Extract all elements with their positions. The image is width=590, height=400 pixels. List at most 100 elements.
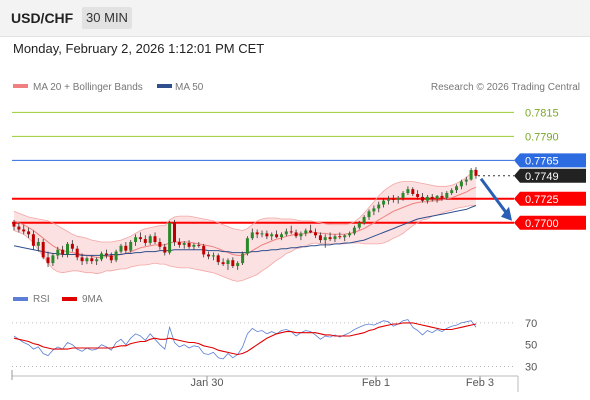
candle-body (27, 231, 31, 235)
candle (114, 249, 118, 263)
candle-body (192, 244, 196, 247)
candle (168, 220, 172, 255)
price-level-label: 0.7700 (525, 218, 559, 230)
chart-datetime: Monday, February 2, 2026 1:12:01 PM CET (13, 41, 265, 56)
candle-body (265, 233, 269, 237)
candle (153, 232, 157, 244)
candle (323, 234, 327, 248)
candle (70, 240, 74, 252)
candle-body (391, 198, 395, 200)
candle (66, 242, 69, 258)
candle-body (459, 181, 463, 187)
ma50-line (13, 205, 477, 256)
forecast-arrow-head (501, 206, 512, 221)
candle-body (66, 243, 69, 255)
candle (411, 187, 415, 196)
candle-body (421, 196, 424, 201)
candle-body (318, 235, 322, 241)
candle-body (348, 233, 352, 236)
timeframe-button[interactable]: 30 MIN (82, 7, 132, 29)
candle-body (304, 230, 308, 234)
price-level-label: 0.7725 (525, 194, 559, 206)
candle-body (260, 233, 264, 235)
moving-averages (13, 168, 477, 282)
candle-body (17, 226, 21, 230)
candle-body (236, 263, 240, 266)
candle (75, 245, 79, 261)
candle (450, 188, 454, 195)
candle (275, 230, 279, 239)
candle (348, 231, 352, 238)
price-level-label: 0.7749 (525, 171, 559, 183)
candle-body (464, 179, 468, 182)
candle (396, 195, 400, 204)
ma20-line (13, 186, 477, 258)
candle (382, 197, 386, 208)
rsi-legend-swatch (13, 297, 28, 301)
candle-body (284, 231, 288, 235)
candle (440, 192, 444, 201)
candle (17, 222, 21, 233)
rsi-legend-label: RSI (33, 294, 50, 305)
candle (260, 230, 264, 238)
candle (211, 252, 215, 261)
price-level-label: 0.7765 (525, 155, 559, 167)
candle (192, 242, 196, 250)
candle (289, 225, 293, 235)
x-tick-label: Feb 3 (466, 377, 494, 389)
candle-body (173, 222, 176, 242)
candle (56, 246, 60, 260)
candle-body (46, 257, 50, 264)
candle-body (333, 236, 337, 240)
candle (124, 242, 128, 254)
candle (231, 257, 235, 268)
candle (46, 251, 50, 267)
candle-body (338, 236, 342, 238)
candle (377, 201, 381, 213)
candle (173, 219, 176, 246)
bollinger-bands (14, 169, 476, 282)
candle-body (241, 253, 245, 264)
candle (182, 241, 186, 249)
rsi-tick-label: 70 (525, 318, 537, 330)
candle (474, 167, 478, 179)
candle-body (216, 255, 220, 263)
candle-body (299, 233, 303, 237)
candle (435, 194, 439, 203)
candle-body (114, 251, 118, 261)
copyright-text: Research © 2026 Trading Central (431, 82, 580, 93)
candle-body (289, 231, 293, 233)
candle (333, 234, 337, 242)
candle-body (197, 244, 201, 246)
candle (202, 243, 206, 258)
candle-body (211, 255, 215, 257)
candle-body (245, 238, 249, 254)
candle-body (275, 234, 279, 238)
price-level-labels: 0.7815 0.7790 0.7765 0.7749 0.7725 0.7700 (514, 107, 586, 230)
candle (100, 251, 103, 262)
candle-body (455, 186, 458, 191)
candle (309, 224, 313, 234)
candle-body (221, 262, 225, 265)
candle (430, 194, 434, 202)
candle (304, 228, 308, 237)
candle (90, 255, 94, 265)
candle (425, 194, 429, 204)
candle-body (372, 208, 376, 212)
candle-body (207, 254, 210, 257)
candle-body (294, 232, 298, 237)
candle-body (323, 237, 327, 241)
candle-body (138, 237, 142, 240)
candle (221, 258, 225, 266)
candlesticks (12, 167, 478, 270)
rsi-panel: 70 50 30 (12, 318, 537, 374)
candle-body (153, 236, 157, 242)
candle-body (56, 249, 60, 256)
ma50-legend-swatch (157, 84, 172, 88)
candle (236, 261, 240, 270)
forecast-arrow (479, 177, 512, 221)
candle (362, 215, 366, 225)
toolbar: USD/CHF 30 MIN (0, 0, 590, 37)
x-tick-label: Feb 1 (362, 377, 390, 389)
candle-body (168, 222, 172, 253)
